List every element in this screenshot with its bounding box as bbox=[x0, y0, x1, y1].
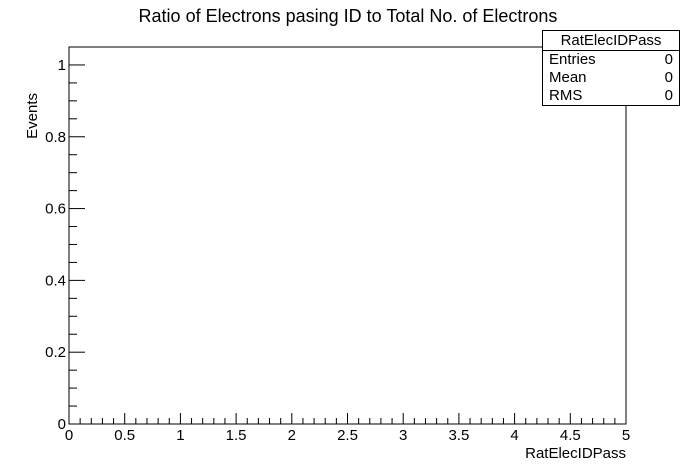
stats-box: RatElecIDPass Entries 0 Mean 0 RMS 0 bbox=[542, 30, 680, 106]
y-tick-label: 0 bbox=[58, 416, 66, 433]
stats-box-title: RatElecIDPass bbox=[543, 31, 679, 51]
x-tick-label: 5 bbox=[622, 427, 630, 444]
x-tick-label: 3 bbox=[399, 427, 407, 444]
y-tick-label: 0.8 bbox=[45, 129, 66, 146]
x-axis-label: RatElecIDPass bbox=[525, 445, 626, 462]
chart-title: Ratio of Electrons pasing ID to Total No… bbox=[138, 6, 558, 26]
x-tick-label: 2 bbox=[288, 427, 296, 444]
y-axis-label: Events bbox=[24, 93, 41, 139]
y-tick-label: 0.4 bbox=[45, 272, 66, 289]
y-tick-label: 1 bbox=[58, 57, 66, 74]
stats-row-rms: RMS 0 bbox=[543, 87, 679, 105]
stats-mean-label: Mean bbox=[549, 69, 587, 86]
y-tick-label: 0.2 bbox=[45, 344, 66, 361]
x-tick-label: 4 bbox=[510, 427, 518, 444]
x-tick-label: 0 bbox=[65, 427, 73, 444]
x-tick-label: 4.5 bbox=[560, 427, 581, 444]
stats-rms-label: RMS bbox=[549, 87, 583, 104]
x-tick-label: 2.5 bbox=[337, 427, 358, 444]
x-tick-label: 1 bbox=[176, 427, 184, 444]
y-tick-label: 0.6 bbox=[45, 201, 66, 218]
x-tick-label: 0.5 bbox=[114, 427, 135, 444]
stats-rms-value: 0 bbox=[664, 87, 673, 104]
stats-row-mean: Mean 0 bbox=[543, 69, 679, 87]
stats-entries-label: Entries bbox=[549, 51, 596, 68]
x-tick-label: 3.5 bbox=[448, 427, 469, 444]
stats-row-entries: Entries 0 bbox=[543, 51, 679, 69]
stats-entries-value: 0 bbox=[664, 51, 673, 68]
x-tick-label: 1.5 bbox=[226, 427, 247, 444]
stats-mean-value: 0 bbox=[664, 69, 673, 86]
